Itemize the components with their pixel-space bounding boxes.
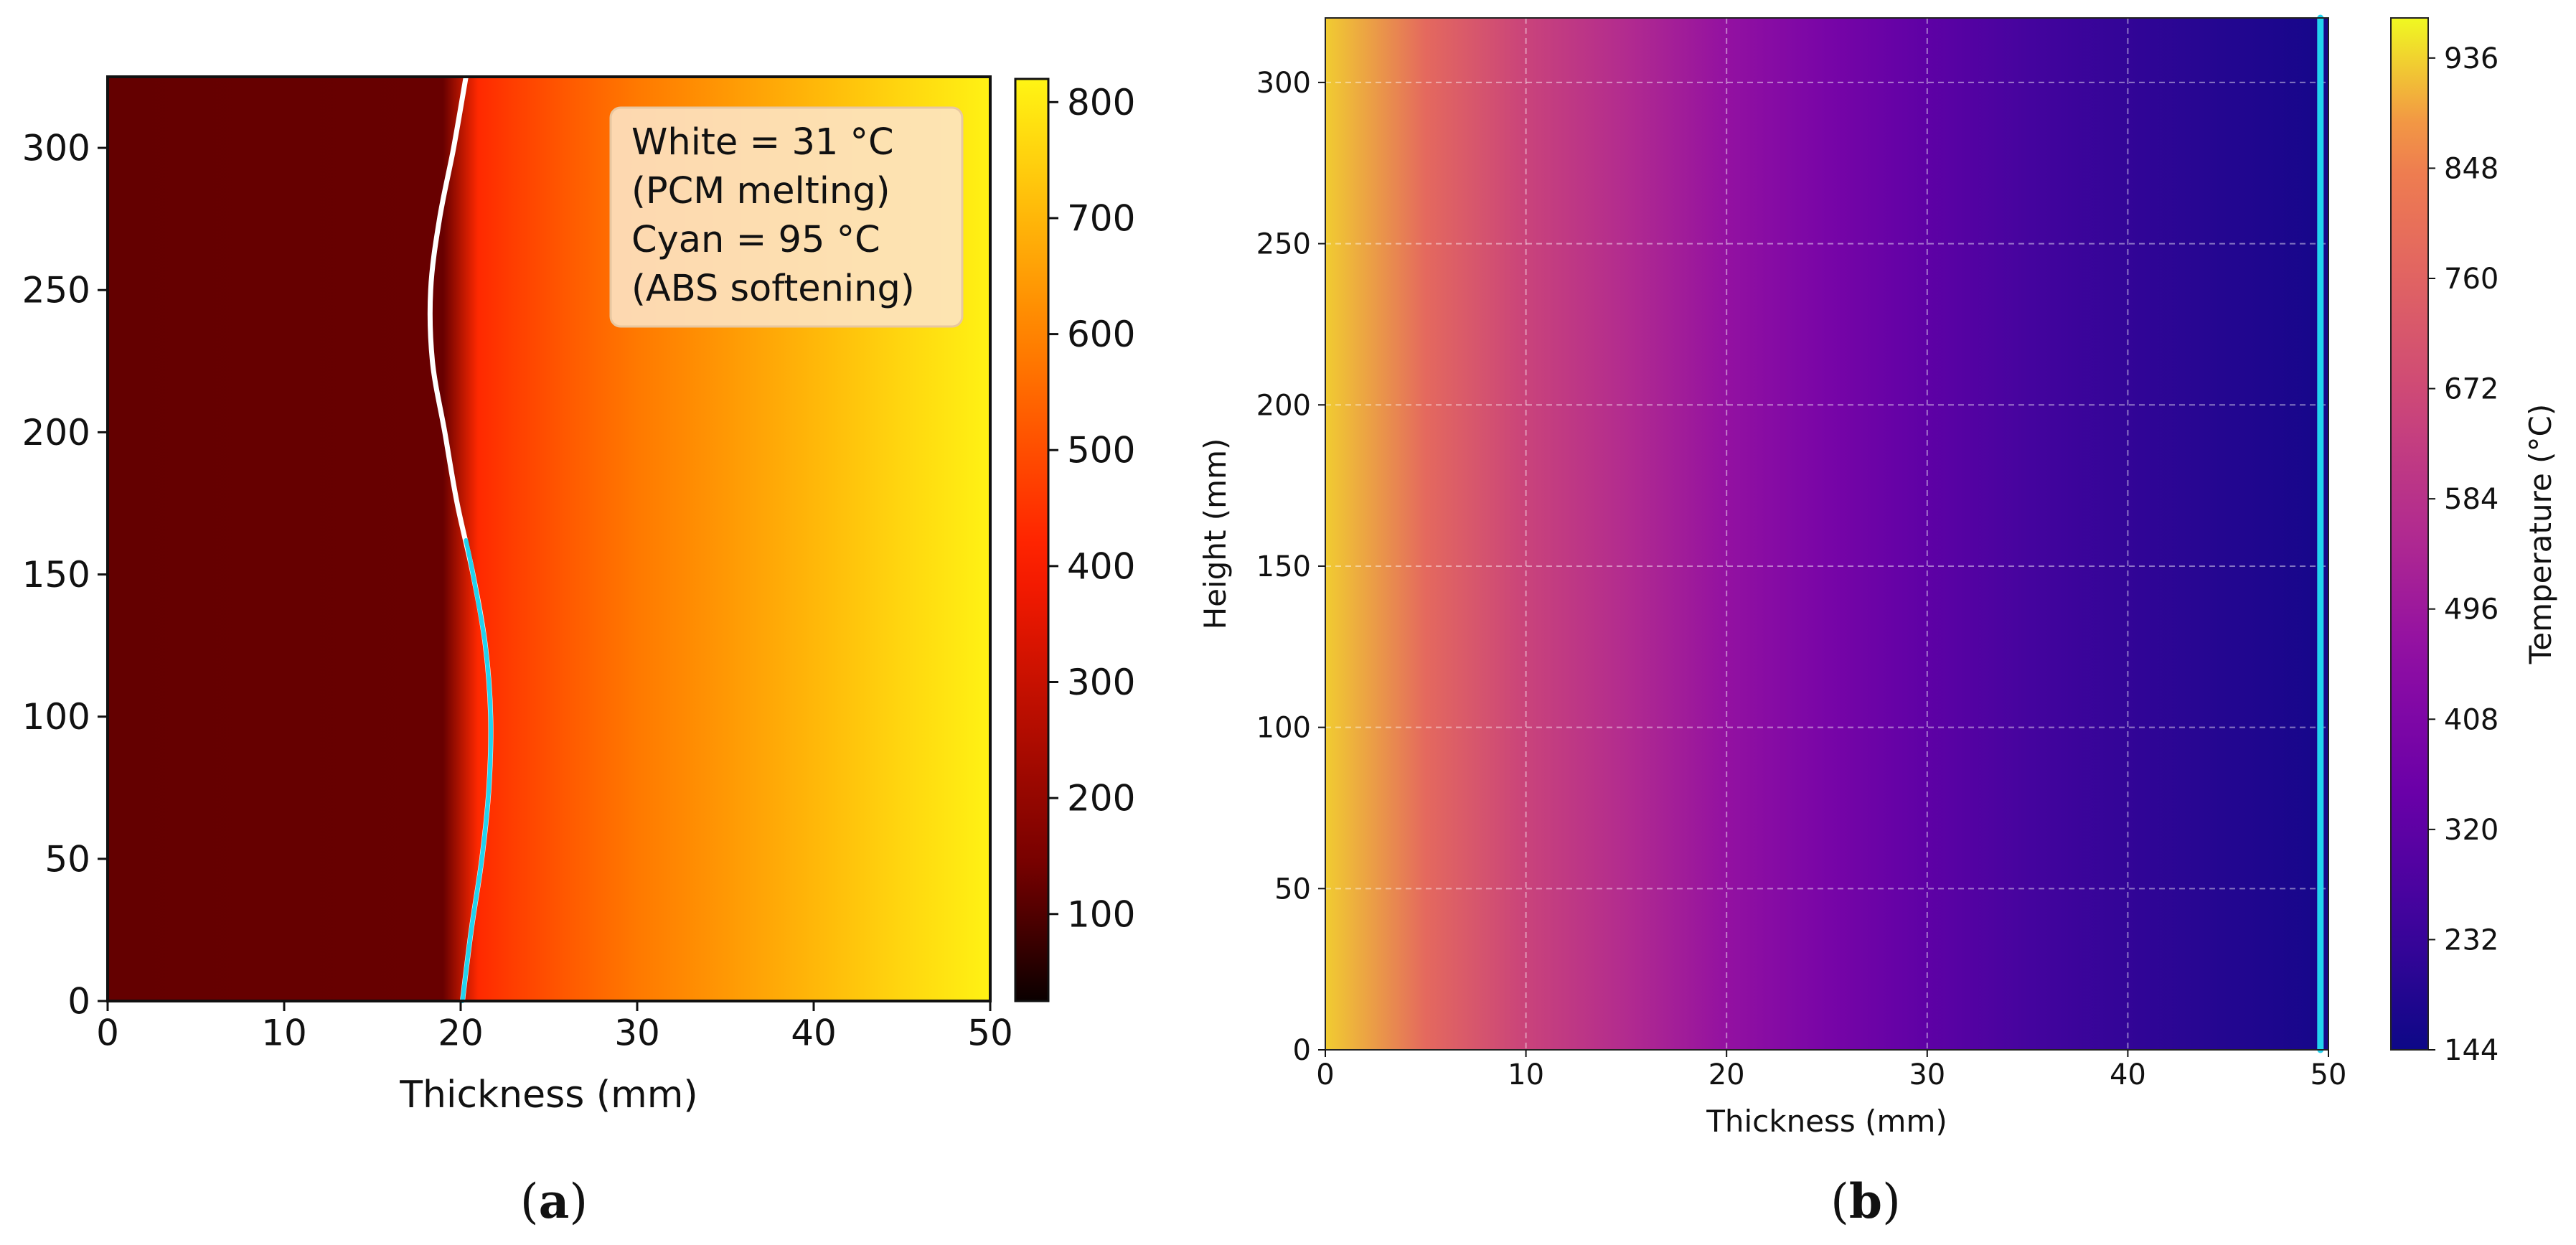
panel-b: 0 10 20 30 40 50 0 50 100 150 200 250 300 Thickness… — [1198, 14, 2558, 1229]
colorbar-ticks: 144 232 320 408 496 584 672 760 848 936 — [2428, 42, 2499, 1067]
colorbar-tick-label: 800 — [1067, 82, 1135, 123]
y-tick-label: 200 — [1256, 389, 1311, 422]
y-axis-ticks: 0 50 100 150 200 250 300 — [1256, 67, 1325, 1067]
isotherm-line-cyan — [460, 538, 494, 1003]
colorbar-tick-label: 760 — [2444, 263, 2499, 296]
grid-lines — [1325, 18, 2328, 1050]
y-tick-label: 300 — [1256, 67, 1311, 100]
plot-frame — [106, 75, 992, 1002]
x-tick-label: 50 — [2311, 1058, 2347, 1091]
x-tick-label: 10 — [261, 1013, 307, 1054]
colorbar-tick-label: 400 — [1067, 545, 1135, 587]
colorbar-tick-label: 320 — [2444, 814, 2499, 847]
colorbar — [2390, 17, 2429, 1051]
legend-line-cyan: Cyan = 95 °C — [631, 219, 880, 261]
x-tick-label: 20 — [438, 1013, 484, 1054]
plot-frame — [1325, 17, 2329, 1051]
x-tick-label: 30 — [1909, 1058, 1945, 1091]
x-axis-ticks: 0 10 20 30 40 50 — [1316, 1050, 2346, 1091]
y-tick-label: 250 — [22, 270, 90, 311]
x-axis-ticks: 0 10 20 30 40 50 — [96, 1001, 1013, 1054]
colorbar — [1014, 77, 1050, 1002]
colorbar-tick-label: 936 — [2444, 42, 2499, 75]
heatmap-field — [1325, 18, 2328, 1050]
y-axis-label: Height (mm) — [1198, 438, 1233, 630]
y-tick-label: 150 — [22, 554, 90, 596]
y-tick-label: 150 — [1256, 550, 1311, 583]
y-tick-label: 100 — [22, 696, 90, 738]
x-tick-label: 10 — [1508, 1058, 1544, 1091]
x-tick-label: 40 — [791, 1013, 837, 1054]
colorbar-tick-label: 200 — [1067, 778, 1135, 819]
legend-line-abs: (ABS softening) — [631, 268, 915, 310]
y-tick-label: 50 — [1274, 873, 1311, 906]
x-tick-label: 30 — [614, 1013, 660, 1054]
y-tick-label: 250 — [1256, 228, 1311, 261]
isotherm-lines — [427, 74, 494, 1004]
colorbar-tick-label: 408 — [2444, 703, 2499, 736]
x-tick-label: 40 — [2110, 1058, 2146, 1091]
y-tick-label: 50 — [44, 838, 90, 880]
colorbar-tick-label: 496 — [2444, 593, 2499, 626]
legend-line-pcm: (PCM melting) — [631, 170, 890, 212]
y-tick-label: 200 — [22, 412, 90, 454]
x-tick-label: 0 — [96, 1013, 119, 1054]
x-axis-label: Thickness (mm) — [399, 1073, 697, 1117]
colorbar-tick-label: 100 — [1067, 893, 1135, 935]
colorbar-tick-label: 600 — [1067, 314, 1135, 355]
colorbar-ticks: 100 200 300 400 500 600 700 800 — [1048, 82, 1135, 935]
panel-label: (b) — [1830, 1173, 1901, 1229]
colorbar-tick-label: 300 — [1067, 662, 1135, 703]
panel-label: (a) — [520, 1173, 588, 1229]
colorbar-tick-label: 700 — [1067, 197, 1135, 239]
colorbar-tick-label: 144 — [2444, 1034, 2499, 1067]
legend-box: White = 31 °C (PCM melting) Cyan = 95 °C… — [609, 106, 964, 328]
x-tick-label: 50 — [967, 1013, 1013, 1054]
colorbar-tick-label: 848 — [2444, 152, 2499, 185]
x-tick-label: 20 — [1708, 1058, 1745, 1091]
y-axis-ticks: 0 50 100 150 200 250 300 — [22, 128, 108, 1023]
x-axis-label: Thickness (mm) — [1706, 1104, 1947, 1139]
legend-line-white: White = 31 °C — [631, 121, 894, 164]
y-tick-label: 0 — [67, 981, 90, 1023]
colorbar-tick-label: 584 — [2444, 483, 2499, 516]
y-tick-label: 100 — [1256, 712, 1311, 745]
colorbar-tick-label: 232 — [2444, 924, 2499, 957]
colorbar-tick-label: 672 — [2444, 373, 2499, 406]
colorbar-tick-label: 500 — [1067, 430, 1135, 471]
colorbar-label: Temperature (°C) — [2523, 404, 2558, 665]
x-tick-label: 0 — [1316, 1058, 1334, 1091]
y-tick-label: 300 — [22, 128, 90, 169]
panel-a: 0 10 20 30 40 50 0 50 100 150 200 250 300 Thickness… — [22, 74, 1135, 1229]
y-tick-label: 0 — [1293, 1034, 1311, 1067]
